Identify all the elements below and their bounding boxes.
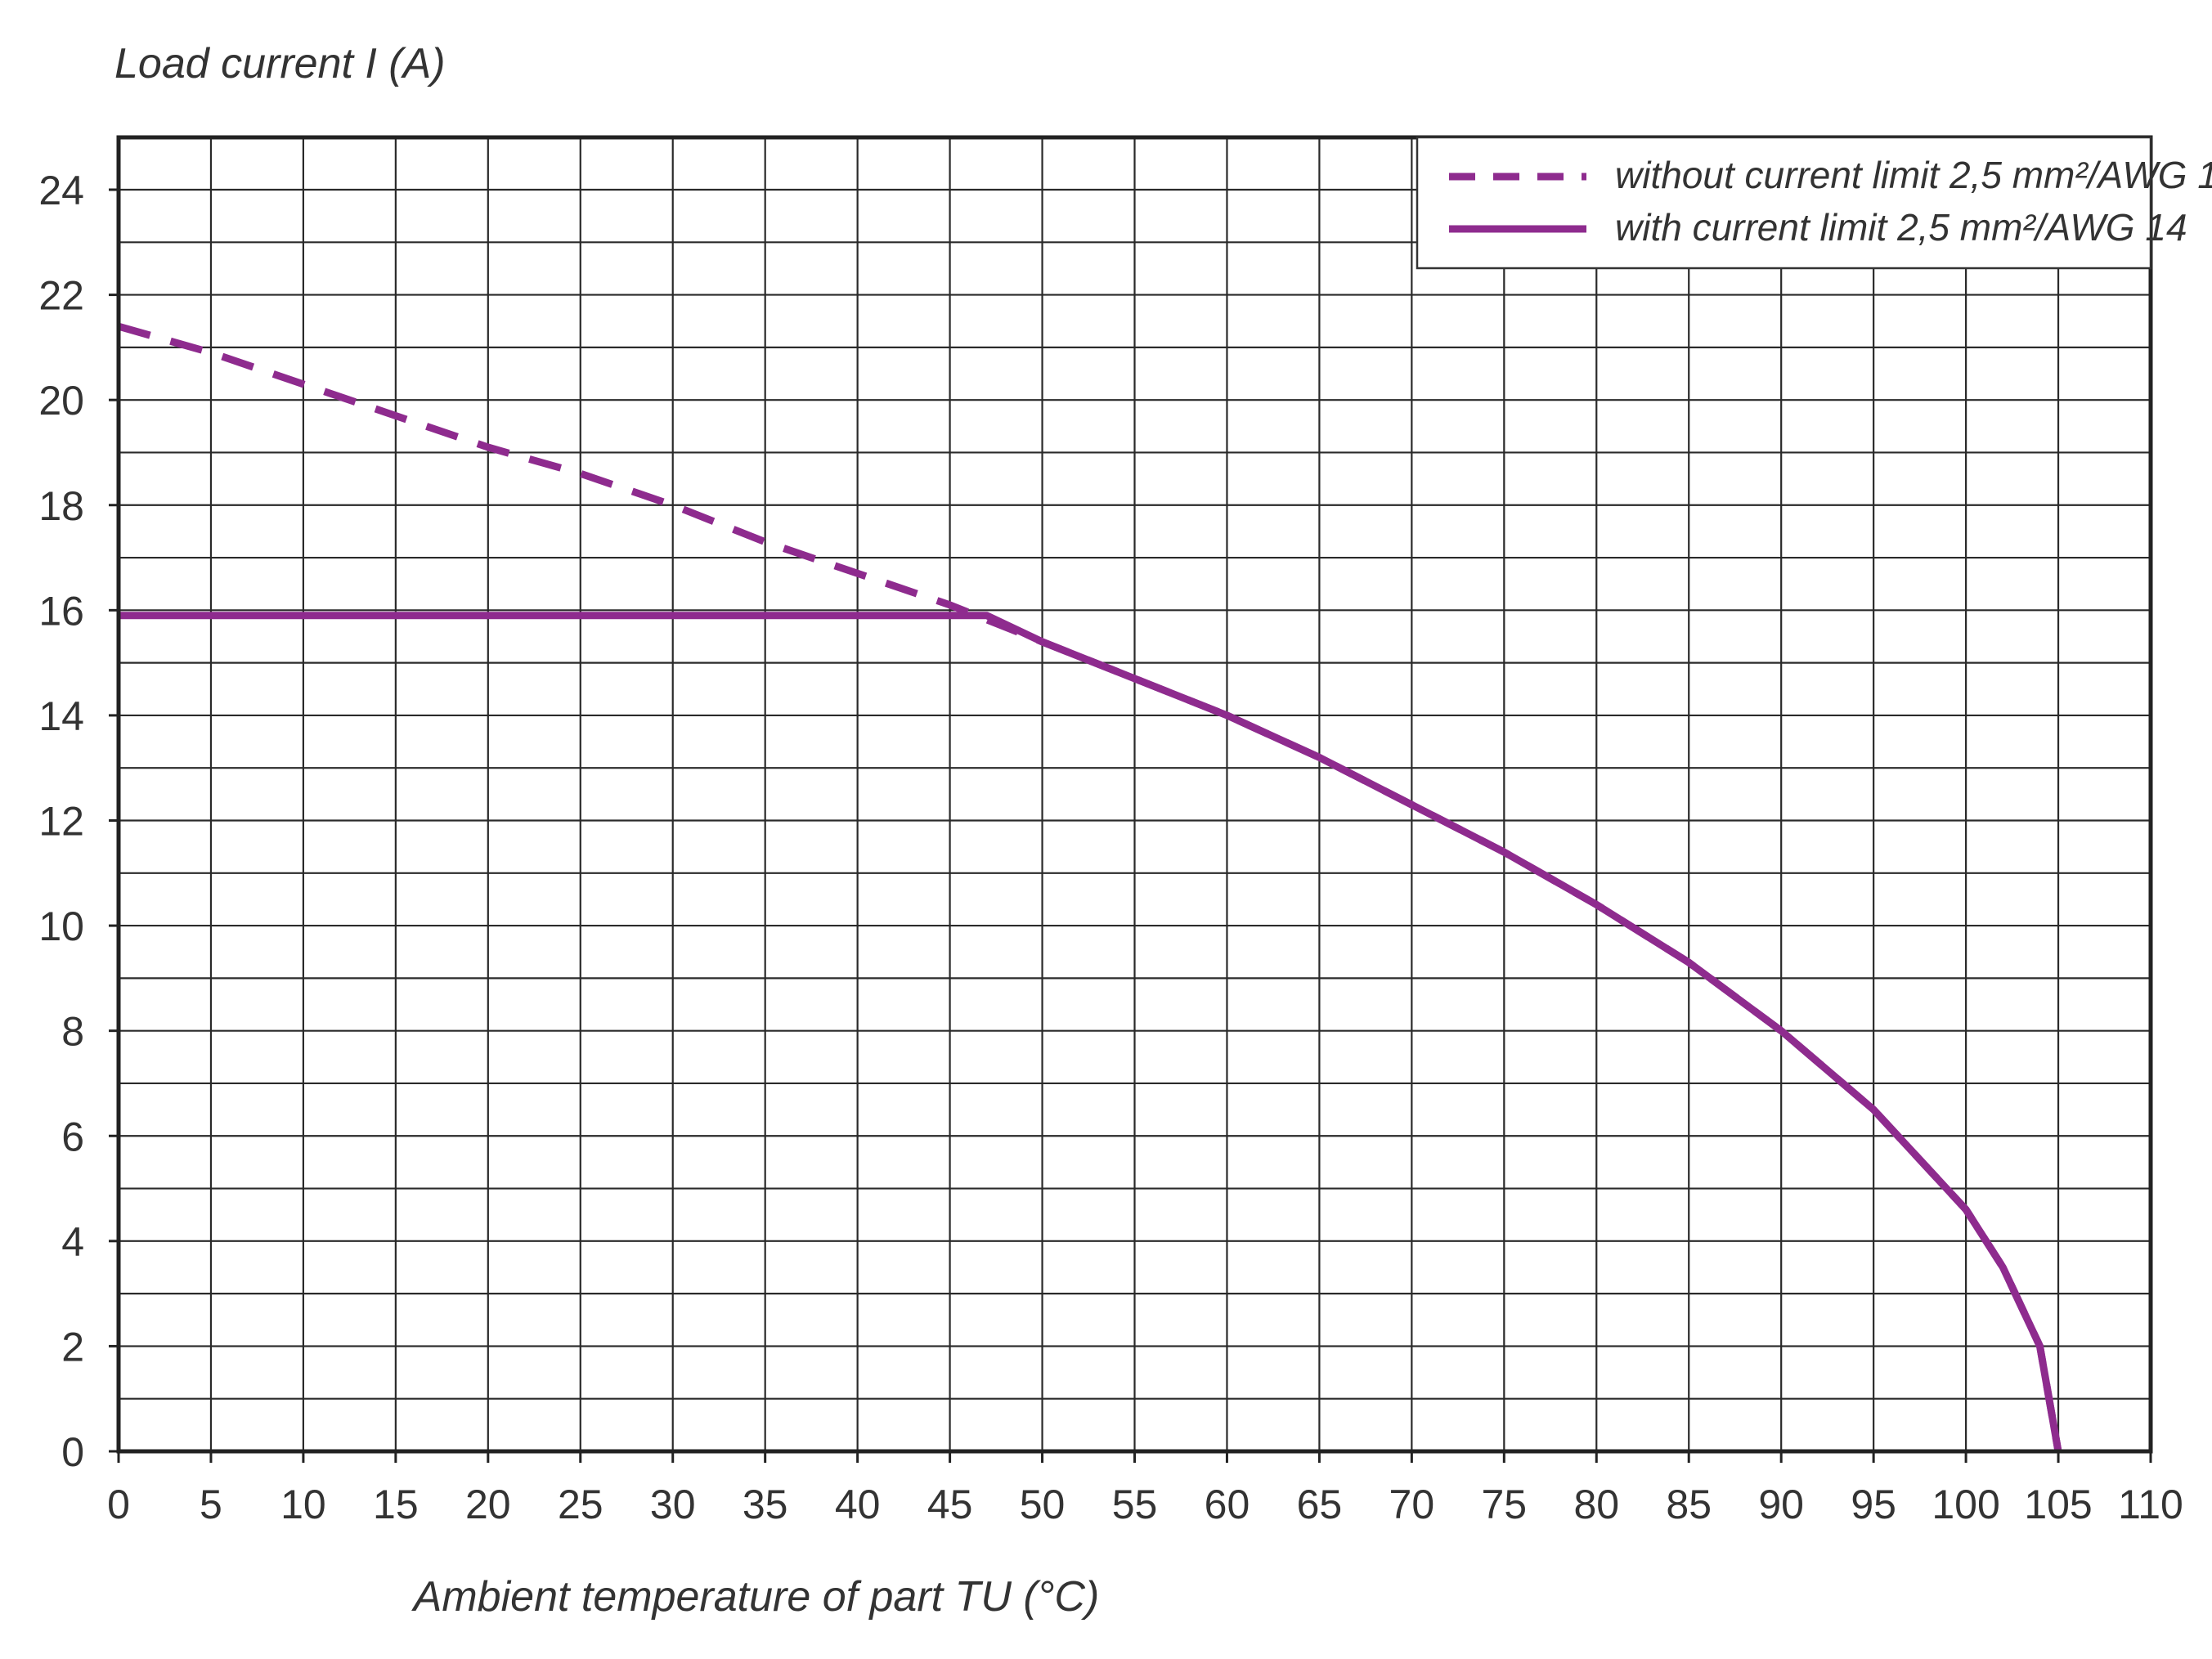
y-tick-label: 16 (38, 588, 84, 634)
x-tick-label: 90 (1758, 1482, 1804, 1527)
x-tick-label: 100 (1932, 1482, 1999, 1527)
x-axis-ticks: 0 5 10 15 20 25 30 35 40 45 50 55 60 65 70 75 80 85 90 95 10… (107, 1451, 2183, 1527)
y-tick-label: 20 (38, 378, 84, 424)
x-tick-label: 85 (1666, 1482, 1712, 1527)
x-tick-label: 80 (1573, 1482, 1619, 1527)
y-tick-label: 10 (38, 903, 84, 949)
x-tick-label: 25 (558, 1482, 603, 1527)
x-tick-label: 20 (465, 1482, 511, 1527)
x-tick-label: 95 (1851, 1482, 1896, 1527)
x-tick-label: 35 (743, 1482, 788, 1527)
x-tick-label: 105 (2024, 1482, 2092, 1527)
legend-entry-with-limit: with current limit 2,5 mm²/AWG 14 (1615, 206, 2187, 249)
y-axis-title: Load current I (A) (114, 40, 446, 87)
y-tick-label: 4 (61, 1219, 84, 1265)
x-tick-label: 40 (835, 1482, 881, 1527)
x-tick-label: 45 (927, 1482, 973, 1527)
y-tick-label: 6 (61, 1114, 84, 1159)
series-line-with-limit (119, 612, 2062, 1452)
y-tick-label: 24 (38, 168, 84, 213)
y-tick-label: 18 (38, 483, 84, 529)
x-tick-label: 15 (373, 1482, 419, 1527)
x-axis-title: Ambient temperature of part TU (°C) (411, 1573, 1100, 1621)
x-tick-label: 110 (2118, 1482, 2183, 1527)
x-tick-label: 65 (1297, 1482, 1343, 1527)
y-tick-label: 12 (38, 799, 84, 845)
x-tick-label: 70 (1389, 1482, 1435, 1527)
x-tick-label: 10 (280, 1482, 326, 1527)
series-layer (117, 322, 2062, 1452)
y-tick-label: 22 (38, 273, 84, 319)
x-tick-label: 60 (1205, 1482, 1250, 1527)
x-tick-label: 5 (200, 1482, 222, 1527)
x-tick-label: 30 (650, 1482, 696, 1527)
legend: without current limit 2,5 mm²/AWG 14 wit… (1416, 136, 2212, 270)
x-tick-label: 0 (107, 1482, 130, 1527)
legend-box (1416, 136, 2152, 270)
grid (117, 137, 2152, 1453)
y-tick-label: 14 (38, 693, 84, 739)
y-tick-label: 0 (61, 1429, 84, 1475)
x-tick-label: 50 (1020, 1482, 1066, 1527)
legend-entry-without-limit: without current limit 2,5 mm²/AWG 14 (1615, 154, 2212, 196)
x-tick-label: 55 (1112, 1482, 1158, 1527)
y-tick-label: 8 (61, 1009, 84, 1055)
x-tick-label: 75 (1482, 1482, 1528, 1527)
y-tick-label: 2 (61, 1324, 84, 1370)
plot-frame (116, 135, 2153, 1454)
